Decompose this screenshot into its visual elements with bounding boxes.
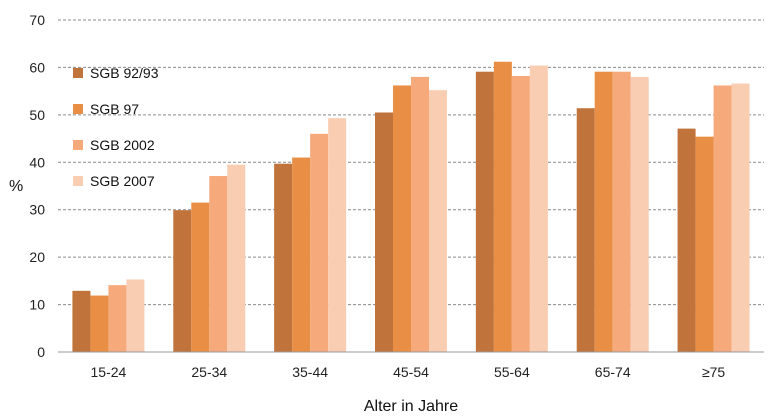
bar: [209, 176, 228, 352]
bar: [493, 61, 512, 352]
legend-label: SGB 92/93: [90, 65, 159, 81]
legend-swatch: [73, 140, 83, 150]
x-axis-ticks: 15-24 25-34 35-44 45-54 55-64 65-74 ≥75: [91, 364, 726, 380]
y-tick-label: 40: [29, 154, 45, 170]
y-tick-label: 20: [29, 249, 45, 265]
legend-label: SGB 2007: [90, 173, 155, 189]
bar: [630, 76, 649, 353]
bar: [191, 202, 210, 352]
x-tick-label: 65-74: [595, 364, 631, 380]
bar: [511, 75, 530, 353]
bar: [475, 71, 494, 352]
legend: SGB 92/93 SGB 97 SGB 2002 SGB 2007: [73, 65, 159, 189]
bar: [713, 85, 732, 353]
bar: [594, 71, 613, 352]
y-axis-ticks: 0 10 20 30 40 50 60 70: [29, 12, 45, 360]
bar: [731, 83, 750, 352]
bar: [429, 90, 447, 353]
x-tick-label: 45-54: [393, 364, 429, 380]
bar: [393, 85, 411, 353]
x-tick-label: 25-34: [191, 364, 227, 380]
legend-label: SGB 97: [90, 101, 139, 117]
y-tick-label: 0: [37, 344, 45, 360]
y-tick-label: 70: [29, 12, 45, 28]
bar: [126, 279, 145, 352]
bar: [328, 118, 347, 352]
bar: [695, 136, 714, 352]
legend-swatch: [73, 68, 83, 78]
bar: [612, 71, 631, 352]
bar: [576, 108, 595, 353]
bar: [677, 128, 696, 352]
bar: [292, 157, 311, 352]
y-axis-label: %: [9, 178, 23, 195]
bars: [72, 61, 750, 353]
bar: [310, 133, 329, 352]
y-tick-label: 60: [29, 59, 45, 75]
legend-swatch: [73, 104, 83, 114]
legend-swatch: [73, 176, 83, 186]
x-axis-label: Alter in Jahre: [364, 398, 458, 415]
y-tick-label: 50: [29, 107, 45, 123]
legend-label: SGB 2002: [90, 137, 155, 153]
bar: [274, 163, 293, 352]
x-tick-label: 55-64: [494, 364, 530, 380]
bar: [72, 290, 91, 352]
x-tick-label: 35-44: [292, 364, 328, 380]
bar: [529, 65, 548, 352]
y-tick-label: 10: [29, 297, 45, 313]
y-tick-label: 30: [29, 202, 45, 218]
bar: [173, 210, 192, 352]
bar: [108, 285, 127, 352]
bar: [375, 112, 393, 352]
bar: [227, 164, 246, 352]
bar: [411, 76, 429, 353]
x-tick-label: 15-24: [91, 364, 127, 380]
x-tick-label: ≥75: [702, 364, 725, 380]
bar: [90, 295, 109, 352]
